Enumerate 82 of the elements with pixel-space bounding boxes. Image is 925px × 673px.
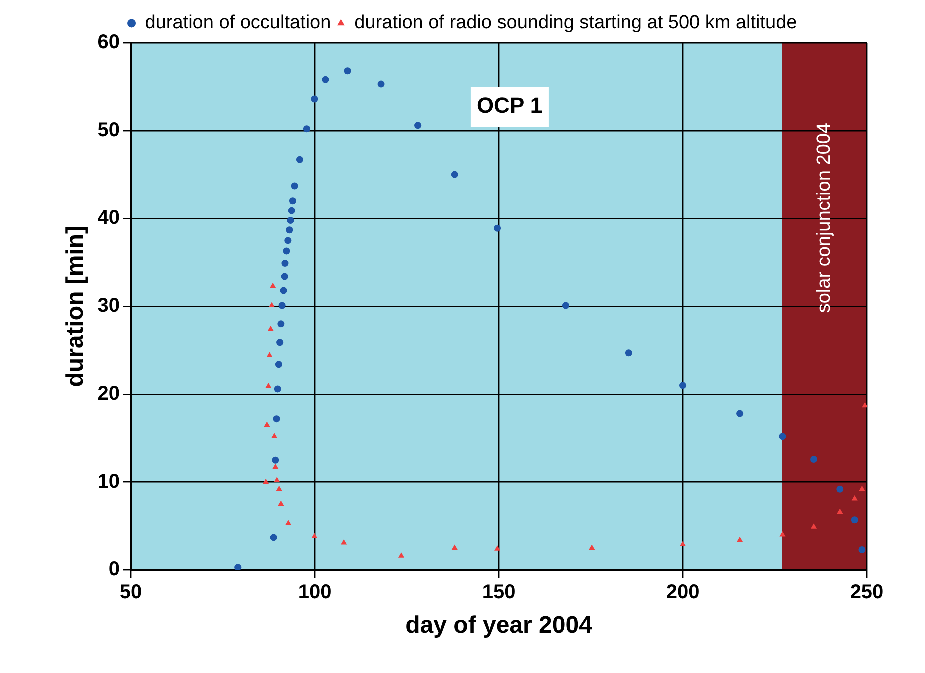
point bbox=[272, 433, 278, 438]
point bbox=[273, 416, 280, 423]
point bbox=[680, 382, 687, 390]
point bbox=[283, 248, 290, 255]
point bbox=[862, 402, 867, 408]
point bbox=[311, 96, 318, 103]
point bbox=[858, 546, 866, 554]
point bbox=[680, 541, 686, 546]
y-tick-label: 40 bbox=[98, 207, 120, 230]
point bbox=[274, 386, 282, 393]
point bbox=[278, 320, 285, 328]
x-tick-label: 100 bbox=[298, 582, 332, 604]
point bbox=[736, 410, 744, 418]
point bbox=[859, 486, 866, 492]
point bbox=[494, 224, 502, 232]
point bbox=[494, 546, 501, 551]
point bbox=[779, 433, 786, 440]
point bbox=[398, 552, 405, 558]
point bbox=[837, 508, 844, 514]
point bbox=[780, 532, 786, 537]
point bbox=[266, 352, 273, 358]
y-tick-label: 30 bbox=[98, 295, 120, 318]
y-tick-label: 10 bbox=[98, 470, 120, 493]
x-tick-label: 250 bbox=[850, 582, 884, 604]
point bbox=[276, 486, 282, 492]
band-label: solar conjunction 2004 bbox=[814, 122, 835, 314]
point bbox=[270, 534, 278, 542]
y-tick-label: 20 bbox=[98, 382, 120, 405]
point bbox=[589, 544, 596, 550]
point bbox=[852, 496, 858, 501]
point bbox=[296, 156, 304, 164]
point bbox=[451, 171, 458, 178]
point bbox=[851, 516, 858, 524]
point bbox=[344, 68, 352, 75]
point bbox=[278, 500, 284, 506]
x-axis-title: day of year 2004 bbox=[406, 612, 594, 640]
point bbox=[234, 564, 242, 570]
legend-label: duration of radio sounding starting at 500 km altitude bbox=[354, 12, 798, 34]
point bbox=[414, 122, 422, 130]
point bbox=[291, 182, 298, 190]
point bbox=[282, 260, 289, 268]
point bbox=[378, 80, 385, 88]
point bbox=[276, 339, 284, 346]
point bbox=[836, 486, 844, 493]
point bbox=[263, 478, 270, 484]
point bbox=[270, 282, 276, 288]
x-tick-label: 150 bbox=[482, 582, 516, 604]
point bbox=[272, 456, 280, 464]
y-axis-title: duration [min] bbox=[62, 226, 90, 388]
point bbox=[322, 76, 330, 84]
point bbox=[264, 422, 270, 427]
point bbox=[289, 198, 296, 205]
point bbox=[341, 539, 348, 545]
point bbox=[284, 237, 292, 244]
point bbox=[286, 520, 292, 526]
point bbox=[303, 126, 310, 133]
point bbox=[312, 533, 318, 539]
point bbox=[287, 216, 294, 224]
y-tick-label: 60 bbox=[98, 32, 120, 54]
point bbox=[266, 383, 272, 388]
point bbox=[275, 361, 282, 368]
annotation: OCP 1 bbox=[476, 93, 543, 118]
y-tick-label: 50 bbox=[98, 119, 120, 142]
point bbox=[810, 456, 818, 463]
point bbox=[288, 207, 296, 214]
point bbox=[562, 302, 570, 310]
point bbox=[268, 302, 276, 308]
point bbox=[280, 287, 288, 294]
legend-label: duration of occultation bbox=[145, 12, 332, 34]
x-tick-label: 50 bbox=[120, 582, 142, 604]
point bbox=[625, 350, 632, 357]
point bbox=[272, 464, 279, 470]
point bbox=[268, 326, 274, 332]
point bbox=[278, 302, 286, 310]
point bbox=[274, 477, 280, 482]
point bbox=[737, 536, 744, 542]
point bbox=[286, 226, 294, 234]
point bbox=[452, 544, 458, 550]
y-tick-label: 0 bbox=[108, 558, 120, 581]
x-tick-label: 200 bbox=[666, 582, 700, 604]
point bbox=[810, 524, 818, 529]
point bbox=[281, 273, 288, 280]
